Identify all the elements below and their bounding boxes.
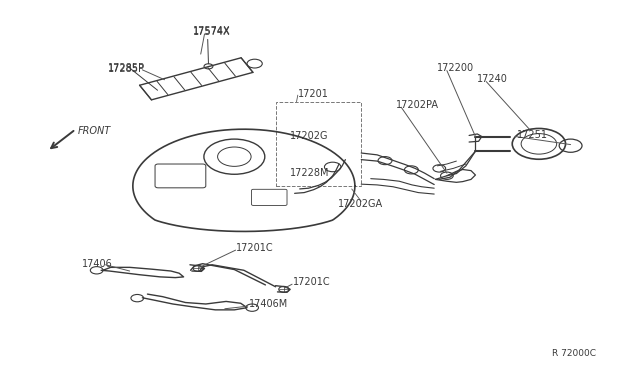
Text: 17574X: 17574X: [193, 26, 231, 36]
Text: 17406: 17406: [82, 259, 113, 269]
Text: 17228M: 17228M: [290, 168, 330, 178]
Text: 17285P: 17285P: [108, 64, 145, 74]
Circle shape: [193, 266, 204, 272]
Text: 17285P: 17285P: [108, 63, 145, 73]
Text: 17201C: 17201C: [236, 243, 274, 253]
Text: 17202PA: 17202PA: [396, 100, 439, 110]
Text: 17201: 17201: [298, 89, 329, 99]
Text: 17251: 17251: [516, 130, 548, 140]
Circle shape: [204, 64, 213, 69]
Text: 17574X: 17574X: [193, 27, 231, 37]
Bar: [276, 102, 361, 186]
Text: FRONT: FRONT: [77, 126, 111, 136]
Circle shape: [279, 286, 289, 292]
Text: 17240: 17240: [477, 74, 508, 84]
Text: 17406M: 17406M: [249, 299, 288, 309]
Text: 17202G: 17202G: [290, 131, 329, 141]
Text: 17201C: 17201C: [293, 277, 331, 287]
Text: 17202GA: 17202GA: [338, 199, 383, 209]
Text: 172200: 172200: [437, 63, 474, 73]
Text: R 72000C: R 72000C: [552, 349, 596, 358]
